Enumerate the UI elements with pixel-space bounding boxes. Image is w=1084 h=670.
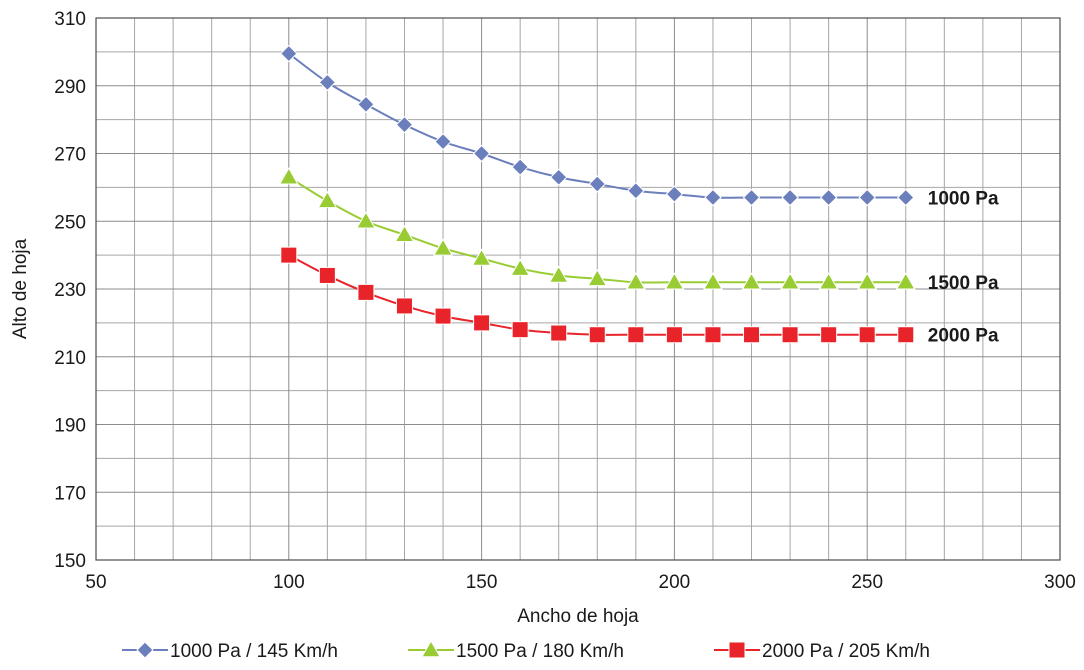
y-tick-label: 190 (54, 416, 86, 437)
data-point (280, 246, 298, 264)
plot-area-border (95, 17, 1061, 561)
y-tick-label: 170 (54, 483, 86, 504)
y-tick-label: 310 (54, 9, 86, 30)
data-point (897, 188, 915, 207)
data-point (472, 144, 491, 163)
legend-item: 1000 Pa / 145 Km/h (122, 641, 338, 662)
data-point (703, 272, 723, 290)
x-tick-label: 100 (273, 572, 305, 593)
data-point (318, 266, 336, 284)
y-tick-label: 250 (54, 212, 86, 233)
data-point (741, 272, 762, 290)
major-gridlines (95, 17, 1061, 561)
data-point (588, 326, 606, 344)
data-point (278, 167, 299, 185)
data-point (704, 188, 722, 207)
data-point (548, 265, 569, 283)
series-3 (280, 246, 915, 344)
data-point (743, 326, 761, 344)
data-point (781, 188, 799, 207)
data-point (510, 258, 531, 276)
data-point (704, 326, 722, 344)
y-axis-title: Alto de hoja (10, 238, 31, 339)
legend-label: 1000 Pa / 145 Km/h (170, 641, 338, 662)
data-point (780, 272, 800, 290)
series-1 (280, 44, 915, 207)
data-point (395, 115, 414, 134)
data-point (511, 158, 529, 176)
data-point (664, 272, 685, 290)
data-point (473, 314, 491, 332)
y-tick-label: 290 (54, 77, 86, 98)
legend-marker (728, 641, 746, 659)
data-point (742, 188, 761, 207)
data-point (587, 268, 608, 287)
y-tick-label: 150 (54, 551, 86, 572)
data-point (280, 44, 298, 63)
x-tick-label: 300 (1044, 572, 1076, 593)
series-end-label: 1000 Pa (928, 189, 999, 210)
end-labels: 1000 Pa 1500 Pa 2000 Pa (928, 189, 999, 347)
data-point (627, 326, 645, 344)
legend: 1000 Pa / 145 Km/h 1500 Pa / 180 Km/h 2000… (122, 639, 930, 662)
x-axis-title: Ancho de hoja (517, 606, 639, 627)
x-tick-label: 200 (659, 572, 691, 593)
data-point (665, 185, 684, 203)
legend-marker (421, 639, 441, 658)
data-point (511, 321, 529, 339)
data-point (897, 326, 915, 344)
x-tick-labels: 50 100 150 200 250 300 (85, 572, 1075, 593)
data-point (858, 188, 876, 207)
data-point (550, 168, 568, 186)
data-point (395, 297, 413, 315)
data-point (818, 272, 839, 290)
data-point (857, 272, 878, 290)
legend-label: 1500 Pa / 180 Km/h (456, 641, 624, 662)
x-tick-label: 250 (851, 572, 883, 593)
legend-item: 1500 Pa / 180 Km/h (408, 639, 624, 662)
data-point (433, 238, 453, 256)
series-end-label: 1500 Pa (928, 273, 999, 294)
series-2 (278, 167, 916, 290)
data-point (858, 326, 876, 344)
data-point (318, 73, 337, 92)
series-end-label: 2000 Pa (928, 326, 999, 347)
data-point (434, 307, 452, 325)
data-point (471, 248, 492, 266)
data-point (550, 324, 568, 342)
data-point (665, 326, 683, 344)
data-point (819, 188, 838, 207)
data-point (394, 224, 415, 243)
legend-item: 2000 Pa / 205 Km/h (714, 641, 930, 662)
data-point (357, 283, 375, 301)
y-tick-label: 230 (54, 280, 86, 301)
series-layer (278, 44, 916, 344)
data-point (317, 190, 338, 209)
data-point (820, 326, 838, 344)
data-point (434, 132, 452, 151)
x-tick-label: 150 (466, 572, 498, 593)
y-tick-labels: 150 170 190 210 230 250 270 290 310 (54, 9, 86, 572)
data-point (781, 326, 799, 344)
data-point (895, 272, 916, 290)
y-tick-label: 270 (54, 145, 86, 166)
data-point (625, 272, 646, 290)
legend-marker (136, 641, 154, 659)
x-tick-label: 50 (85, 572, 106, 593)
y-tick-label: 210 (54, 348, 86, 369)
data-point (357, 95, 375, 114)
data-point (627, 182, 645, 200)
legend-label: 2000 Pa / 205 Km/h (762, 641, 930, 662)
data-point (588, 175, 606, 193)
data-point (356, 211, 376, 229)
